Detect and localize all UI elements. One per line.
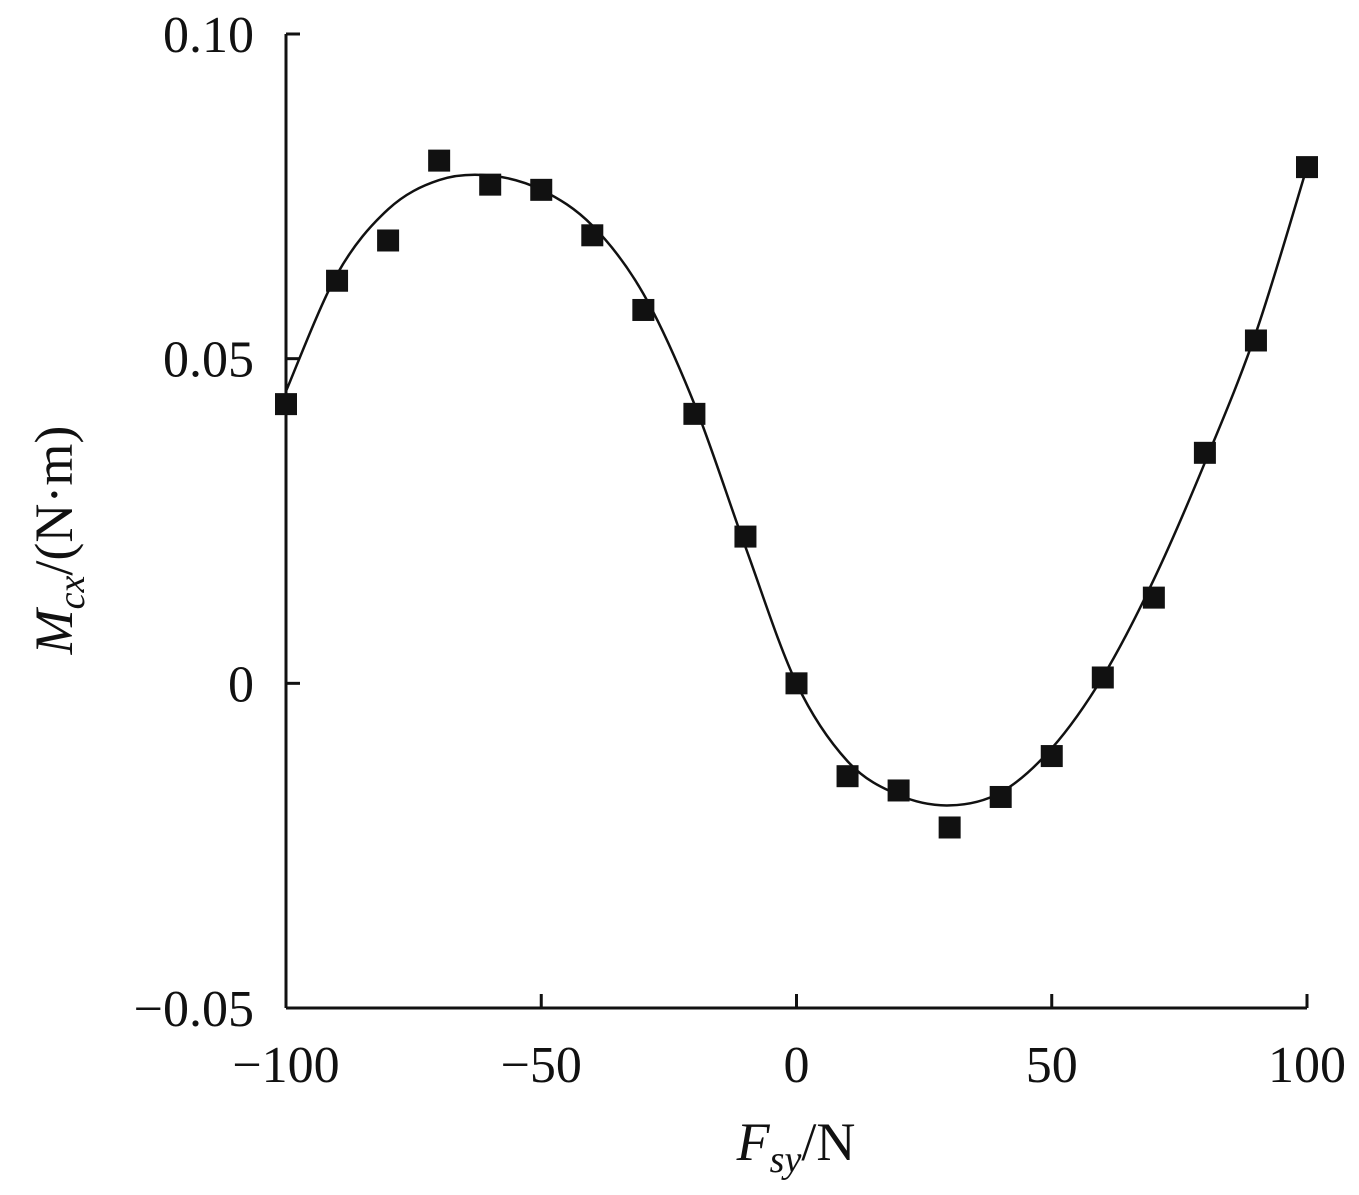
data-point-marker	[1193, 441, 1216, 464]
y-tick-label: 0.05	[163, 332, 254, 389]
data-point-marker	[683, 402, 706, 425]
y-axis-title-main: M	[24, 606, 84, 655]
data-point-marker	[632, 298, 655, 321]
x-tick-label: 100	[1268, 1037, 1346, 1094]
data-point-marker	[734, 525, 757, 548]
data-point-marker	[479, 173, 502, 196]
data-point-marker	[1091, 666, 1114, 689]
fit-curve-group	[284, 166, 1309, 807]
axis-labels: Fsy/N Mcx/(N·m)	[24, 426, 855, 1181]
x-tick-label: 50	[1026, 1037, 1078, 1094]
data-point-marker	[836, 765, 859, 788]
data-point-marker	[887, 779, 910, 802]
axes: −100 −50 0 50 100 −0.05 0 0.05 0.10	[134, 7, 1346, 1094]
y-tick-label: 0.10	[163, 7, 254, 64]
data-point-marker	[581, 224, 604, 247]
data-point-marker	[1142, 586, 1165, 609]
y-axis-title-suffix: /(N·m)	[24, 426, 84, 576]
y-tick-label: 0	[228, 656, 254, 713]
x-tick-label: −50	[501, 1037, 582, 1094]
x-axis-title: Fsy/N	[736, 1112, 856, 1181]
data-point-marker	[377, 229, 400, 252]
fit-curve	[284, 166, 1309, 807]
x-axis-title-sub: sy	[770, 1139, 802, 1181]
data-point-marker	[785, 672, 808, 695]
data-points	[275, 149, 1318, 839]
data-point-marker	[938, 816, 961, 839]
x-axis-title-main: F	[736, 1112, 771, 1172]
data-point-marker	[326, 269, 349, 292]
data-point-marker	[428, 149, 451, 172]
data-point-marker	[989, 785, 1012, 808]
y-axis-title-sub: cx	[51, 575, 93, 609]
y-tick-label: −0.05	[134, 981, 254, 1038]
data-point-marker	[530, 178, 553, 201]
y-axis-title: Mcx/(N·m)	[24, 426, 93, 656]
x-axis-title-suffix: /N	[801, 1112, 855, 1172]
x-tick-label: 0	[784, 1037, 810, 1094]
data-point-marker	[275, 393, 297, 416]
data-point-marker	[1040, 745, 1063, 768]
data-point-marker	[1244, 329, 1267, 352]
data-point-marker	[1296, 156, 1318, 179]
x-tick-label: −100	[232, 1037, 339, 1094]
